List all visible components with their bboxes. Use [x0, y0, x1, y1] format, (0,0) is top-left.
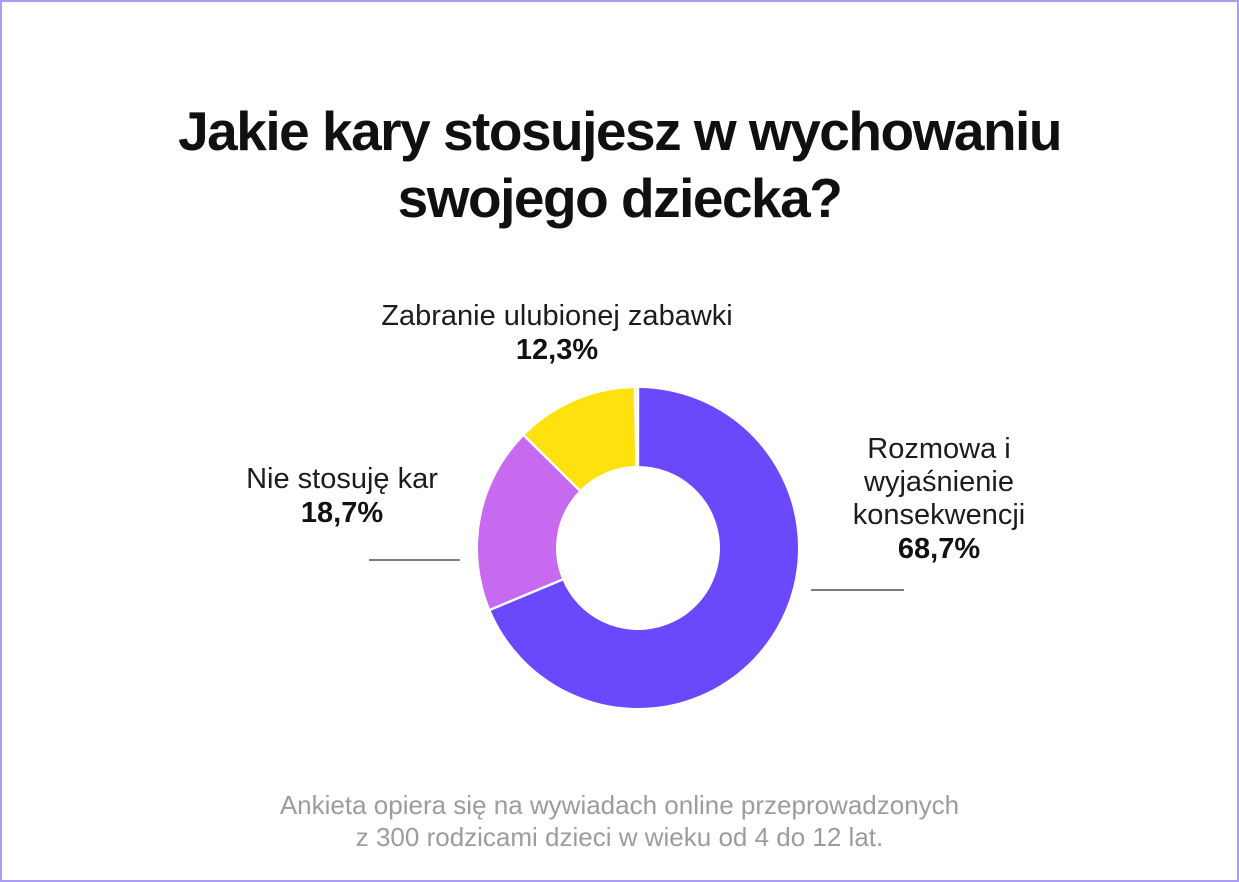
slice-name-zabranie-zabawki: Zabranie ulubionej zabawki — [381, 300, 733, 332]
survey-footnote-line1: Ankieta opiera się na wywiadach online p… — [279, 790, 960, 820]
donut-slice-1 — [478, 435, 580, 610]
slice-name-rozmowa-wyjasnienie: Rozmowa i wyjaśnienie konsekwencji — [852, 433, 1026, 531]
donut-slice-0 — [490, 388, 798, 708]
slice-value-zabranie-zabawki: 12,3% — [515, 334, 599, 366]
leader-line-rozmowa — [811, 589, 904, 591]
slice-value-rozmowa-wyjasnienie: 68,7% — [897, 533, 981, 565]
slice-value-nie-stosuje-kar: 18,7% — [300, 497, 384, 529]
donut-chart — [478, 387, 798, 708]
chart-title-line1: Jakie kary stosujesz w wychowaniu — [178, 100, 1062, 162]
slice-gap — [488, 578, 564, 612]
slice-gap — [522, 434, 582, 492]
survey-footnote-line2: z 300 rodzicami dzieci w wieku od 4 do 1… — [355, 822, 884, 852]
chart-title-line2: swojego dziecka? — [397, 167, 843, 229]
label-nie-stosuje-kar: Nie stosuję kar 18,7% — [212, 463, 472, 530]
slice-name-nie-stosuje-kar: Nie stosuję kar — [246, 463, 438, 495]
survey-footnote: Ankieta opiera się na wywiadach online p… — [2, 789, 1237, 853]
label-zabranie-zabawki: Zabranie ulubionej zabawki 12,3% — [357, 300, 757, 367]
leader-line-nie-stosuje-kar — [369, 559, 460, 561]
slice-gap — [633, 387, 638, 468]
donut-slice-2 — [524, 388, 637, 491]
label-rozmowa-wyjasnienie: Rozmowa i wyjaśnienie konsekwencji 68,7% — [844, 433, 1034, 566]
chart-title: Jakie kary stosujesz w wychowaniu swojego… — [2, 98, 1237, 232]
